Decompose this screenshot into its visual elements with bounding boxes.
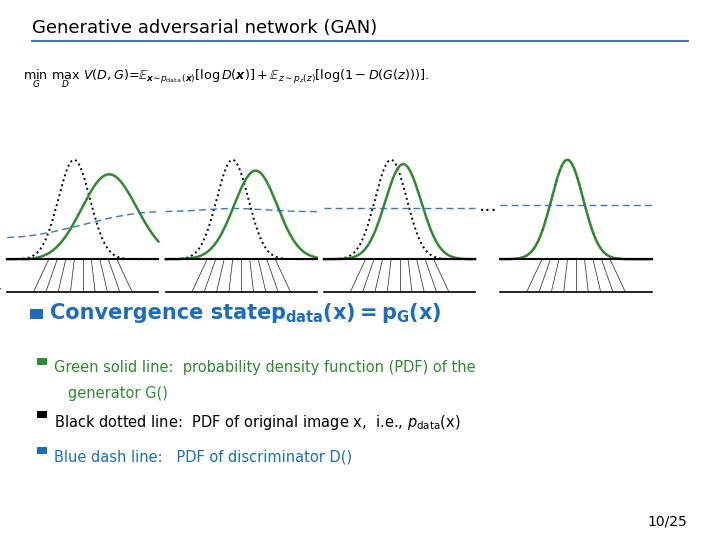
Text: Convergence state:: Convergence state: (50, 303, 280, 323)
Bar (37, 410, 47, 418)
Text: ...: ... (478, 195, 498, 215)
Text: Green solid line:  probability density function (PDF) of the: Green solid line: probability density fu… (54, 360, 476, 375)
Text: generator G(): generator G() (68, 386, 168, 401)
Text: Blue dash line:   PDF of discriminator D(): Blue dash line: PDF of discriminator D() (54, 449, 352, 464)
Text: $x$: $x$ (0, 253, 1, 266)
Bar (37, 447, 47, 455)
Text: $\min_{G}\ \max_{D}\ V(D,G) = \mathbb{E}_{\boldsymbol{x}\sim p_{\mathrm{data}}(\: $\min_{G}\ \max_{D}\ V(D,G) = \mathbb{E}… (23, 68, 429, 90)
Text: Black dotted line:  PDF of original image x,  i.e., $p_{\mathrm{data}}$(x): Black dotted line: PDF of original image… (54, 413, 461, 431)
Bar (30, 309, 43, 319)
Text: $z$: $z$ (0, 285, 1, 298)
Bar (37, 359, 47, 365)
Text: Generative adversarial network (GAN): Generative adversarial network (GAN) (32, 19, 378, 37)
Text: $\mathbf{p_{data}(x){=}p_G(x)}$: $\mathbf{p_{data}(x){=}p_G(x)}$ (270, 301, 441, 325)
Text: 10/25: 10/25 (648, 514, 688, 528)
